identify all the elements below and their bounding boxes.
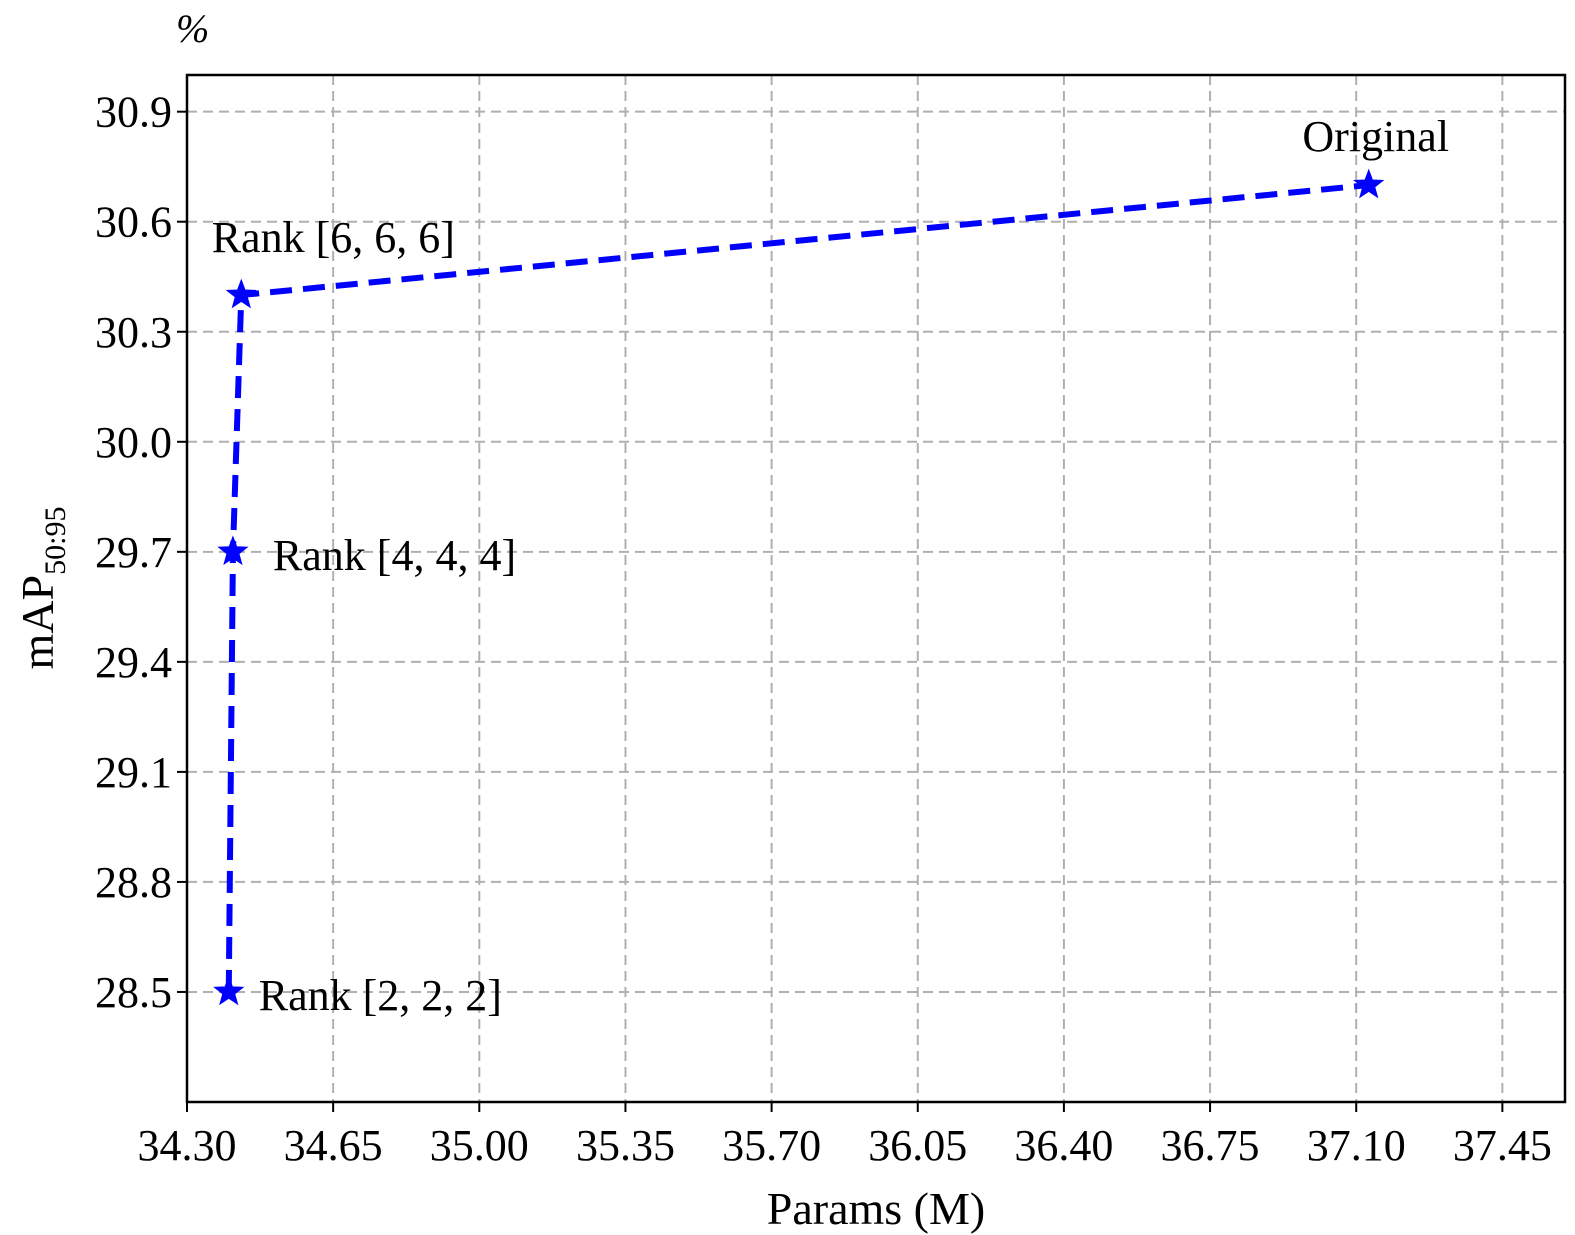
point-label: Rank [2, 2, 2] xyxy=(259,971,502,1020)
x-tick-label: 34.65 xyxy=(284,1121,383,1170)
x-tick-label: 36.75 xyxy=(1161,1121,1260,1170)
x-tick-label: 34.30 xyxy=(138,1121,237,1170)
x-tick-label: 37.45 xyxy=(1453,1121,1552,1170)
point-label: Rank [4, 4, 4] xyxy=(273,531,516,580)
y-tick-label: 28.5 xyxy=(95,968,172,1017)
y-tick-label: 29.1 xyxy=(95,748,172,797)
y-axis-label-main: mAP xyxy=(12,575,63,670)
x-axis-label: Params (M) xyxy=(767,1183,985,1234)
y-tick-label: 30.3 xyxy=(95,308,172,357)
star-marker xyxy=(213,975,245,1006)
series-line xyxy=(225,182,1370,992)
y-tick-label: 30.6 xyxy=(95,198,172,247)
y-axis-label-subscript: 50:95 xyxy=(39,507,72,575)
point-annotations: Rank [2, 2, 2] Rank [4, 4, 4] Rank [6, 6, … xyxy=(212,112,1449,1020)
y-tick-label: 30.0 xyxy=(95,418,172,467)
x-tick-label: 35.70 xyxy=(722,1121,821,1170)
y-tick-label: 28.8 xyxy=(95,858,172,907)
star-marker xyxy=(217,535,249,566)
x-tick-label: 37.10 xyxy=(1307,1121,1406,1170)
y-axis-ticks: 28.5 28.8 29.1 29.4 29.7 30.0 30.3 30.6 30.9 xyxy=(95,88,187,1017)
y-tick-label: 30.9 xyxy=(95,88,172,137)
plot-frame xyxy=(185,73,1567,1104)
y-tick-label: 29.7 xyxy=(95,528,172,577)
x-tick-label: 35.35 xyxy=(576,1121,675,1170)
x-tick-label: 36.40 xyxy=(1014,1121,1113,1170)
data-series xyxy=(213,168,1385,1006)
y-unit-label: % xyxy=(176,6,209,51)
grid-lines xyxy=(186,75,1565,1102)
y-tick-label: 29.4 xyxy=(95,638,172,687)
star-marker xyxy=(1353,168,1385,199)
y-axis-label: mAP50:95 xyxy=(12,507,72,670)
x-tick-label: 35.00 xyxy=(430,1121,529,1170)
x-axis-ticks: 34.30 34.65 35.00 35.35 35.70 36.05 36.40 36.75… xyxy=(138,1102,1552,1170)
x-tick-label: 36.05 xyxy=(868,1121,967,1170)
star-marker xyxy=(225,278,257,309)
point-label: Rank [6, 6, 6] xyxy=(212,213,455,262)
point-label: Original xyxy=(1302,112,1449,161)
